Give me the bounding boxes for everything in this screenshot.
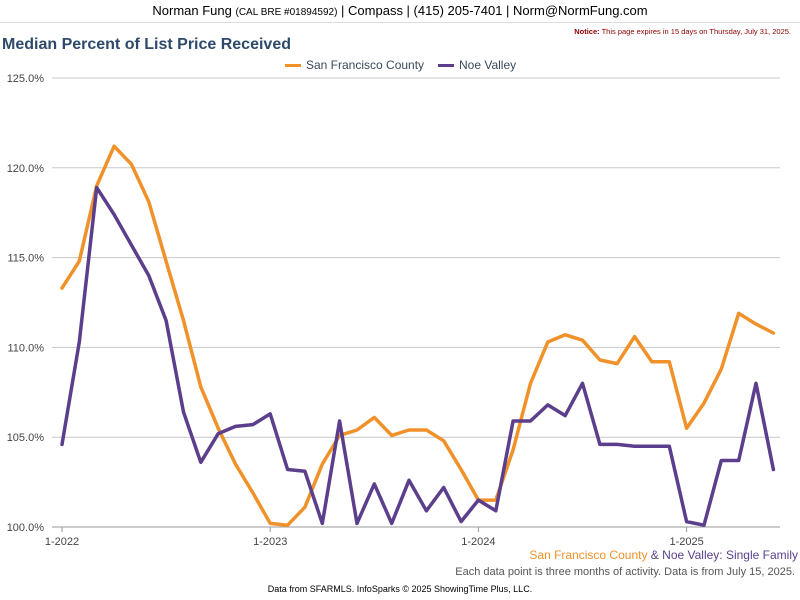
x-tick-label: 1-2022 (45, 536, 79, 548)
footnote-type: : Single Family (719, 548, 798, 562)
agent-contact-line: Norman Fung (CAL BRE #01894592) | Compas… (0, 3, 800, 18)
legend-label-noe: Noe Valley (459, 58, 517, 72)
y-tick-label: 125.0% (7, 73, 45, 85)
notice-text: This page expires in 15 days on Thursday… (601, 27, 791, 36)
agent-header-bar: Norman Fung (CAL BRE #01894592) | Compas… (0, 0, 800, 23)
legend-swatch-noe (438, 64, 454, 67)
series-line-san-francisco-county (60, 144, 776, 527)
legend-label-sf: San Francisco County (306, 58, 425, 72)
agent-license: (CAL BRE #01894592) (235, 7, 338, 18)
agent-contact: | Compass | (415) 205-7401 | Norm@NormFu… (341, 3, 648, 18)
y-tick-label: 120.0% (7, 163, 45, 175)
data-note: Each data point is three months of activ… (455, 566, 795, 578)
notice-label: Notice: (574, 27, 600, 36)
footnote-sf: San Francisco County (529, 548, 648, 562)
y-tick-label: 110.0% (8, 342, 45, 354)
agent-name: Norman Fung (152, 3, 232, 18)
expiry-notice: Notice: This page expires in 15 days on … (574, 27, 791, 36)
data-source: Data from SFARMLS. InfoSparks © 2025 Sho… (267, 584, 533, 594)
y-tick-label: 105.0% (7, 432, 45, 444)
legend-swatch-sf (285, 64, 301, 67)
footnote-noe: Noe Valley (662, 548, 720, 562)
y-tick-label: 115.0% (8, 253, 45, 265)
series-footnote: San Francisco County & Noe Valley: Singl… (529, 548, 798, 562)
x-tick-label: 1-2025 (669, 536, 703, 548)
chart-title: Median Percent of List Price Received (2, 36, 291, 53)
y-tick-label: 100.0% (7, 522, 45, 534)
series-line-noe-valley (60, 185, 776, 527)
x-tick-label: 1-2023 (253, 536, 287, 548)
x-tick-label: 1-2024 (461, 536, 495, 548)
footnote-amp: & (650, 548, 659, 562)
